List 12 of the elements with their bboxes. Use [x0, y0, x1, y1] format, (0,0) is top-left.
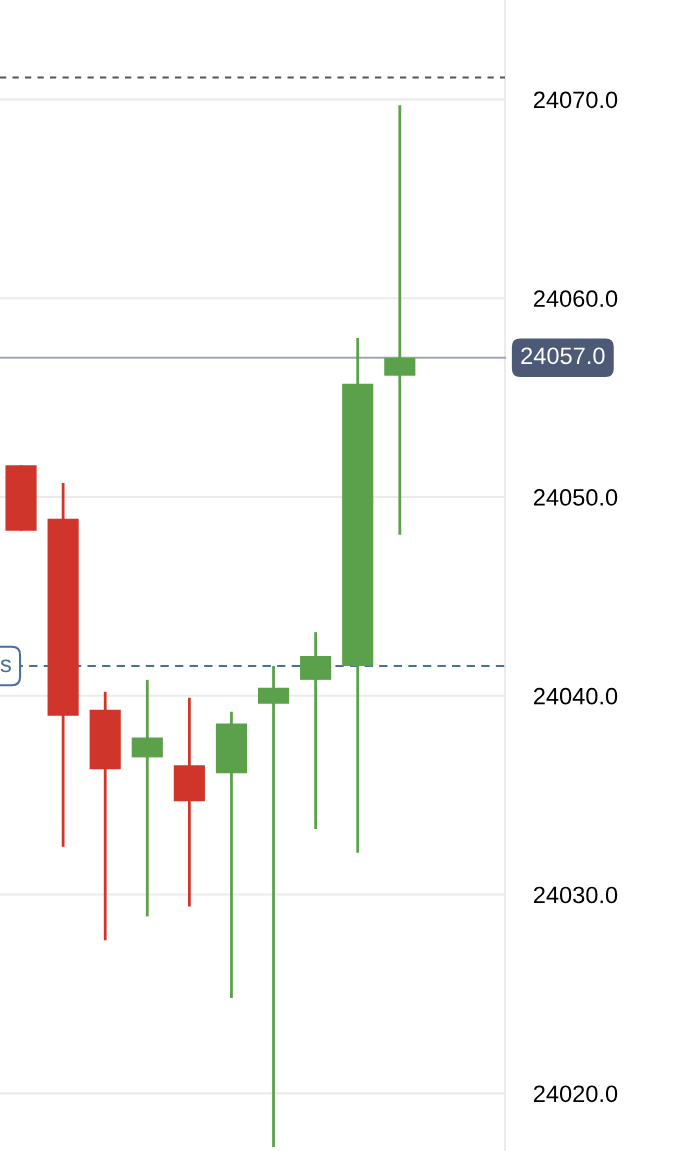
ref-line-label: 24057.0 [521, 347, 605, 365]
candlestick [257, 664, 290, 1149]
y-tick-label: 24070.0 [533, 91, 618, 109]
candlestick [384, 103, 416, 537]
y-tick-label: 24030.0 [533, 886, 618, 904]
y-tick-label: 24040.0 [533, 687, 618, 705]
y-tick-label: 24060.0 [533, 290, 618, 307]
candlestick [131, 678, 163, 918]
ref-line-label: s [0, 659, 11, 673]
y-tick-label: 24020.0 [533, 1085, 618, 1103]
candlestick [300, 630, 332, 831]
y-tick-label: 24050.0 [533, 489, 618, 506]
